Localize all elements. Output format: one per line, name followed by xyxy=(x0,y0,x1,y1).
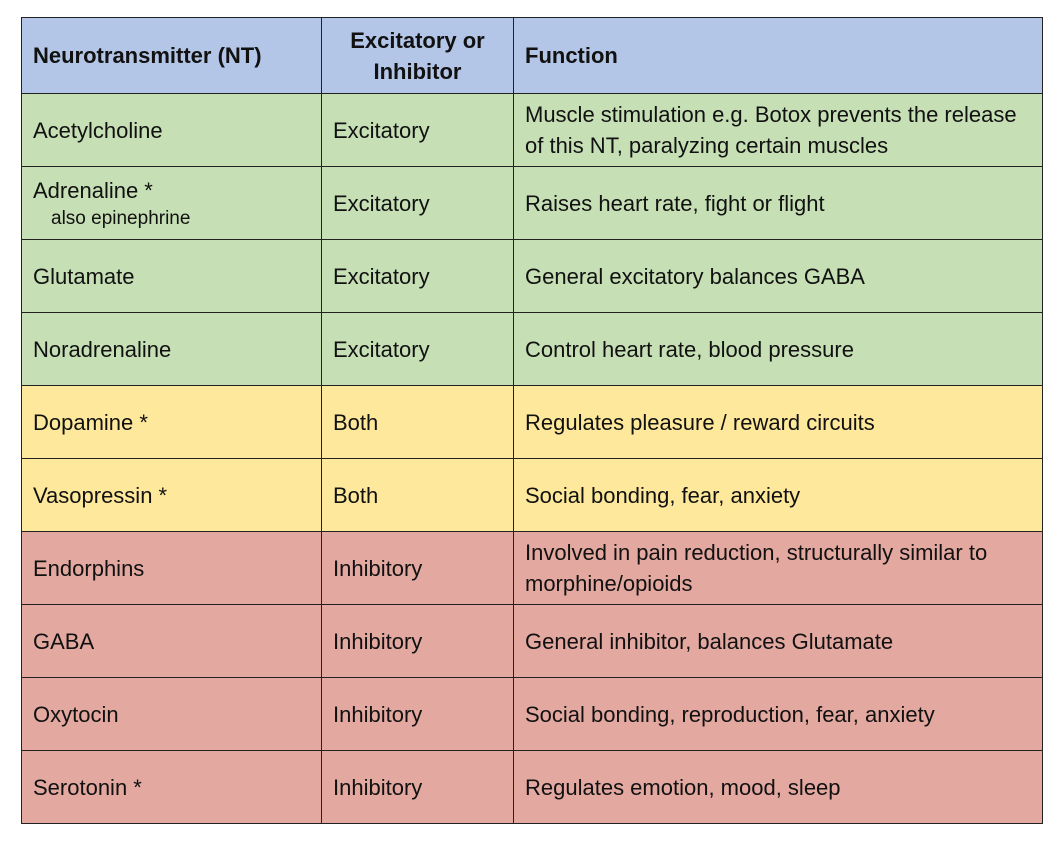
cell-function: General excitatory balances GABA xyxy=(513,239,1043,313)
cell-neurotransmitter: Vasopressin * xyxy=(21,458,322,532)
header-type-line1: Excitatory or xyxy=(350,27,485,53)
cell-type: Excitatory xyxy=(321,93,514,167)
cell-neurotransmitter: GABA xyxy=(21,604,322,678)
cell-function: Involved in pain reduction, structurally… xyxy=(513,531,1043,605)
table-row-serotonin: Serotonin * Inhibitory Regulates emotion… xyxy=(21,750,1043,824)
header-type-line2: Inhibitor xyxy=(373,58,462,84)
cell-neurotransmitter: Serotonin * xyxy=(21,750,322,824)
neurotransmitter-name: Noradrenaline xyxy=(33,336,172,362)
cell-function: Regulates emotion, mood, sleep xyxy=(513,750,1043,824)
cell-type: Excitatory xyxy=(321,166,514,240)
table-row-vasopressin: Vasopressin * Both Social bonding, fear,… xyxy=(21,458,1043,532)
cell-function: Social bonding, fear, anxiety xyxy=(513,458,1043,532)
cell-function: Raises heart rate, fight or flight xyxy=(513,166,1043,240)
cell-neurotransmitter: Dopamine * xyxy=(21,385,322,459)
cell-neurotransmitter: Noradrenaline xyxy=(21,312,322,386)
header-function: Function xyxy=(513,17,1043,94)
neurotransmitter-name: Adrenaline * xyxy=(33,177,153,203)
table-body: Acetylcholine Excitatory Muscle stimulat… xyxy=(21,93,1043,824)
cell-function: Control heart rate, blood pressure xyxy=(513,312,1043,386)
table-header-row: Neurotransmitter (NT) Excitatory or Inhi… xyxy=(21,17,1043,94)
neurotransmitter-name: Vasopressin * xyxy=(33,482,168,508)
cell-type: Inhibitory xyxy=(321,677,514,751)
cell-type: Inhibitory xyxy=(321,750,514,824)
cell-type: Excitatory xyxy=(321,312,514,386)
table-row-dopamine: Dopamine * Both Regulates pleasure / rew… xyxy=(21,385,1043,459)
neurotransmitter-name: GABA xyxy=(33,628,95,654)
neurotransmitter-name: Dopamine * xyxy=(33,409,148,435)
neurotransmitter-name: Endorphins xyxy=(33,555,145,581)
cell-neurotransmitter: Glutamate xyxy=(21,239,322,313)
cell-type: Excitatory xyxy=(321,239,514,313)
cell-type: Inhibitory xyxy=(321,604,514,678)
cell-neurotransmitter: Endorphins xyxy=(21,531,322,605)
cell-neurotransmitter: Adrenaline * also epinephrine xyxy=(21,166,322,240)
table-row-endorphins: Endorphins Inhibitory Involved in pain r… xyxy=(21,531,1043,605)
neurotransmitter-alias: also epinephrine xyxy=(51,207,191,229)
cell-type: Both xyxy=(321,385,514,459)
header-neurotransmitter: Neurotransmitter (NT) xyxy=(21,17,322,94)
neurotransmitter-name: Acetylcholine xyxy=(33,117,163,143)
cell-function: Muscle stimulation e.g. Botox prevents t… xyxy=(513,93,1043,167)
table-row-glutamate: Glutamate Excitatory General excitatory … xyxy=(21,239,1043,313)
neurotransmitter-name: Serotonin * xyxy=(33,774,142,800)
cell-function: General inhibitor, balances Glutamate xyxy=(513,604,1043,678)
cell-neurotransmitter: Acetylcholine xyxy=(21,93,322,167)
neurotransmitter-table: Neurotransmitter (NT) Excitatory or Inhi… xyxy=(21,17,1043,824)
cell-neurotransmitter: Oxytocin xyxy=(21,677,322,751)
table-row-oxytocin: Oxytocin Inhibitory Social bonding, repr… xyxy=(21,677,1043,751)
neurotransmitter-name: Glutamate xyxy=(33,263,135,289)
cell-type: Both xyxy=(321,458,514,532)
cell-type: Inhibitory xyxy=(321,531,514,605)
table-row-gaba: GABA Inhibitory General inhibitor, balan… xyxy=(21,604,1043,678)
table-row-noradrenaline: Noradrenaline Excitatory Control heart r… xyxy=(21,312,1043,386)
cell-function: Regulates pleasure / reward circuits xyxy=(513,385,1043,459)
cell-function: Social bonding, reproduction, fear, anxi… xyxy=(513,677,1043,751)
neurotransmitter-name: Oxytocin xyxy=(33,701,119,727)
table-row-acetylcholine: Acetylcholine Excitatory Muscle stimulat… xyxy=(21,93,1043,167)
header-excitatory-or-inhibitor: Excitatory or Inhibitor xyxy=(321,17,514,94)
table-row-adrenaline: Adrenaline * also epinephrine Excitatory… xyxy=(21,166,1043,240)
